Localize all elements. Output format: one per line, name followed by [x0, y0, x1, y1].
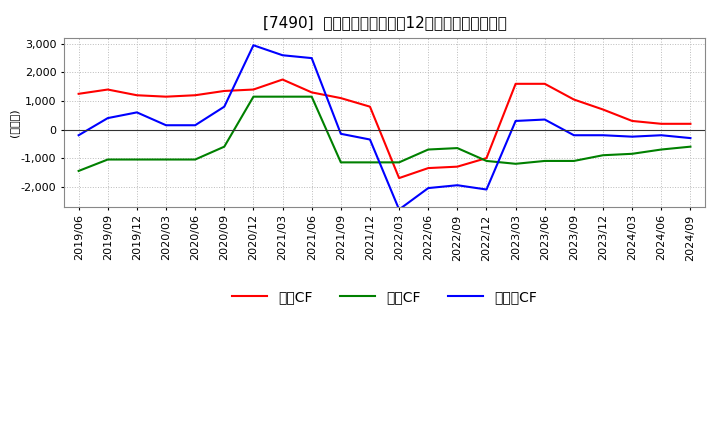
投資CF [570, 158, 578, 164]
営業CF [162, 94, 171, 99]
Line: フリーCF: フリーCF [78, 45, 690, 209]
営業CF [366, 104, 374, 109]
営業CF [657, 121, 665, 126]
フリーCF [541, 117, 549, 122]
フリーCF [249, 43, 258, 48]
投資CF [132, 157, 141, 162]
投資CF [74, 169, 83, 174]
投資CF [686, 144, 695, 149]
フリーCF [366, 137, 374, 142]
営業CF [74, 91, 83, 96]
営業CF [599, 107, 608, 112]
営業CF [482, 155, 491, 161]
Line: 営業CF: 営業CF [78, 80, 690, 178]
営業CF [132, 92, 141, 98]
フリーCF [307, 55, 316, 61]
営業CF [424, 165, 433, 171]
投資CF [482, 158, 491, 164]
投資CF [336, 160, 345, 165]
営業CF [278, 77, 287, 82]
フリーCF [424, 185, 433, 191]
フリーCF [220, 104, 229, 109]
フリーCF [162, 123, 171, 128]
投資CF [511, 161, 520, 166]
Y-axis label: (百万円): (百万円) [9, 108, 19, 137]
投資CF [220, 144, 229, 149]
フリーCF [395, 207, 403, 212]
フリーCF [453, 183, 462, 188]
営業CF [541, 81, 549, 86]
投資CF [249, 94, 258, 99]
フリーCF [278, 53, 287, 58]
営業CF [628, 118, 636, 124]
フリーCF [599, 132, 608, 138]
投資CF [541, 158, 549, 164]
フリーCF [74, 132, 83, 138]
営業CF [570, 97, 578, 102]
営業CF [191, 92, 199, 98]
営業CF [511, 81, 520, 86]
フリーCF [336, 131, 345, 136]
営業CF [453, 164, 462, 169]
投資CF [104, 157, 112, 162]
投資CF [191, 157, 199, 162]
投資CF [278, 94, 287, 99]
営業CF [336, 95, 345, 101]
投資CF [599, 153, 608, 158]
営業CF [307, 90, 316, 95]
Title: [7490]  キャッシュフローの12か月移動合計の推移: [7490] キャッシュフローの12か月移動合計の推移 [263, 15, 506, 30]
投資CF [366, 160, 374, 165]
営業CF [686, 121, 695, 126]
フリーCF [686, 136, 695, 141]
フリーCF [570, 132, 578, 138]
投資CF [628, 151, 636, 157]
フリーCF [511, 118, 520, 124]
投資CF [307, 94, 316, 99]
フリーCF [132, 110, 141, 115]
フリーCF [104, 115, 112, 121]
Line: 投資CF: 投資CF [78, 97, 690, 171]
投資CF [453, 146, 462, 151]
フリーCF [482, 187, 491, 192]
営業CF [104, 87, 112, 92]
Legend: 営業CF, 投資CF, フリーCF: 営業CF, 投資CF, フリーCF [227, 284, 543, 309]
投資CF [395, 160, 403, 165]
営業CF [249, 87, 258, 92]
営業CF [220, 88, 229, 94]
フリーCF [628, 134, 636, 139]
投資CF [162, 157, 171, 162]
フリーCF [657, 132, 665, 138]
フリーCF [191, 123, 199, 128]
投資CF [424, 147, 433, 152]
投資CF [657, 147, 665, 152]
営業CF [395, 176, 403, 181]
